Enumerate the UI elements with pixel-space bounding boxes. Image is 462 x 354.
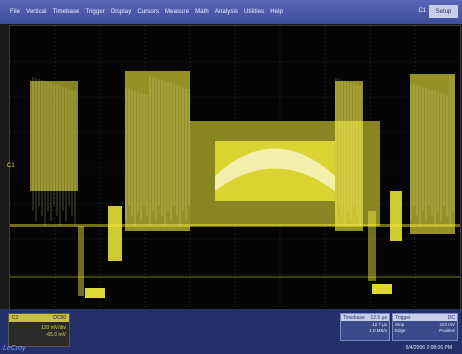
trace-segment: [78, 226, 84, 296]
trace-segment: [335, 81, 363, 231]
brand-logo: LeCroy: [3, 345, 26, 352]
trigger-header: Trigger DC: [393, 314, 457, 321]
menu-cursors[interactable]: Cursors: [137, 9, 160, 15]
timestamp: 5/4/2006 2:08:06 PM: [405, 345, 452, 351]
menu-math[interactable]: Math: [195, 9, 209, 15]
waveform-grid[interactable]: [9, 25, 461, 311]
channel-indicator[interactable]: C1: [418, 8, 426, 14]
setup-button[interactable]: Setup: [429, 5, 458, 18]
trace-segment: [368, 211, 376, 281]
trace-c1: [10, 71, 460, 298]
trace-segment: [410, 74, 455, 234]
trace-segment: [125, 71, 190, 231]
trigger-row: Stop 224 mV: [393, 322, 457, 327]
menu-vertical[interactable]: Vertical: [26, 9, 47, 15]
trace-segment: [85, 288, 105, 298]
trace-segment: [10, 224, 460, 227]
waveform-display: [10, 26, 460, 310]
menu-display[interactable]: Display: [110, 9, 132, 15]
timebase-header: Timebase 12.5 μs: [341, 314, 389, 321]
trace-segment: [390, 191, 402, 241]
status-panel: C1 DC50 120 mV/div -65.0 mV LeCroy Timeb…: [0, 309, 462, 354]
timebase-row: 1.0 MS/s: [341, 328, 389, 333]
channel-descriptor-header: C1 DC50: [9, 314, 69, 322]
trigger-descriptor[interactable]: Trigger DC Stop 224 mV Edge Positive: [392, 313, 458, 341]
menu-bar: File Vertical Timebase Trigger Display C…: [0, 0, 462, 24]
timebase-descriptor[interactable]: Timebase 12.5 μs 12.7 μs 1.0 MS/s: [340, 313, 390, 341]
menu-file[interactable]: File: [10, 9, 21, 15]
trigger-row-label: Edge: [395, 328, 406, 333]
timebase-row: 12.7 μs: [341, 322, 389, 327]
menu-timebase[interactable]: Timebase: [52, 9, 80, 15]
trace-segment: [108, 206, 122, 261]
trace-segment: [30, 81, 78, 191]
timebase-row-value: 1.0 MS/s: [369, 328, 387, 333]
trace-segment: [10, 276, 460, 278]
trigger-row: Edge Positive: [393, 328, 457, 333]
coupling-tag: DC50: [53, 315, 66, 321]
vertical-scale: 120 mV/div: [40, 325, 66, 331]
trace-arc: [215, 148, 335, 191]
vertical-offset: -65.0 mV: [45, 332, 66, 338]
trace-marker: C1: [7, 163, 15, 169]
menu-utilities[interactable]: Utilities: [244, 9, 265, 15]
timebase-value: 12.5 μs: [370, 314, 387, 321]
trigger-tag: DC: [447, 314, 455, 321]
timebase-title: Timebase: [343, 314, 365, 321]
menu-measure[interactable]: Measure: [165, 9, 190, 15]
menu-trigger[interactable]: Trigger: [85, 9, 105, 15]
trigger-row-label: Stop: [395, 322, 405, 327]
channel-descriptor[interactable]: C1 DC50 120 mV/div -65.0 mV: [8, 313, 70, 347]
menu-analysis[interactable]: Analysis: [214, 9, 238, 15]
trigger-title: Trigger: [395, 314, 411, 321]
trigger-row-value: Positive: [439, 328, 455, 333]
trigger-row-value: 224 mV: [439, 322, 455, 327]
channel-name: C1: [12, 315, 19, 321]
timebase-row-value: 12.7 μs: [372, 322, 387, 327]
menu-help[interactable]: Help: [270, 9, 283, 15]
trace-segment: [372, 284, 392, 294]
